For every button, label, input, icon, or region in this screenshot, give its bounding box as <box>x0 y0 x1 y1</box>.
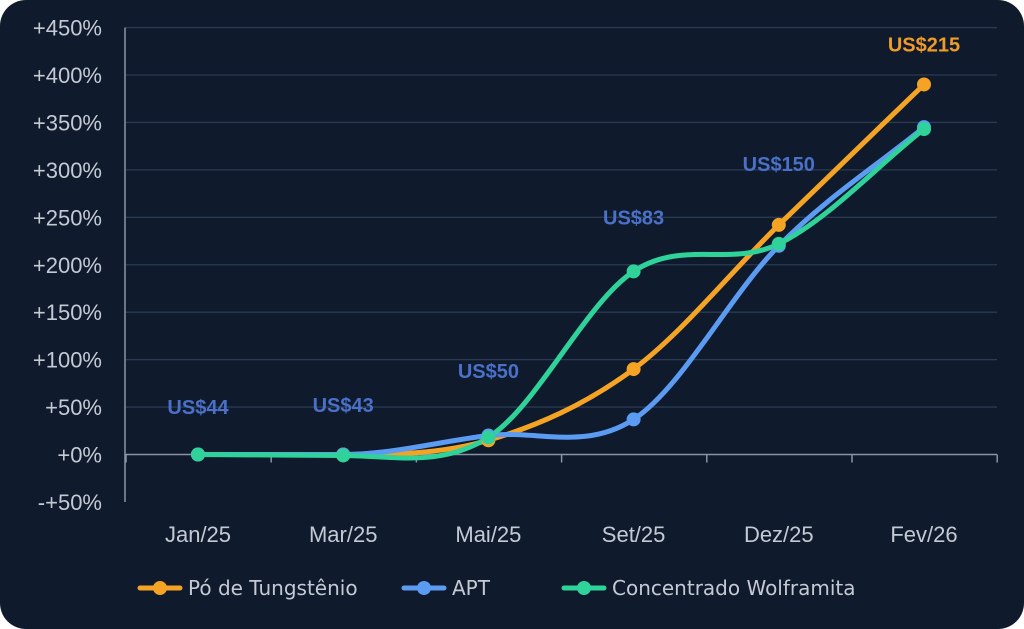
x-axis-tick-labels: Jan/25 Mar/25 Mai/25 Set/25 Dez/25 Fev/26 <box>165 522 958 547</box>
y-tick-label: +250% <box>33 205 102 230</box>
y-tick-label: +50% <box>45 395 102 420</box>
y-tick-label: +150% <box>33 300 102 325</box>
x-tick-label: Mar/25 <box>309 522 377 547</box>
legend-swatch-marker <box>153 581 167 595</box>
y-axis-tick-labels: -+50% +0% +50% +100% +150% +200% +250% +300% +35… <box>33 16 102 515</box>
y-tick-label: +300% <box>33 158 102 183</box>
price-annotation: US$44 <box>167 397 229 419</box>
series-line-concentrado-wolframita <box>195 126 927 461</box>
y-tick-label: +100% <box>33 348 102 373</box>
x-tick-label: Jan/25 <box>165 522 231 547</box>
data-point-po-de-tungstenio <box>771 217 786 232</box>
data-point-concentrado-wolframita <box>336 448 351 463</box>
data-point-concentrado-wolframita <box>626 264 641 279</box>
data-point-concentrado-wolframita <box>917 122 931 137</box>
legend-label: APT <box>452 576 491 600</box>
price-annotation: US$215 <box>888 35 960 57</box>
price-annotation: US$150 <box>743 154 815 176</box>
y-tick-label: +400% <box>33 63 102 88</box>
data-point-po-de-tungstenio <box>917 77 931 92</box>
y-tick-label: +0% <box>57 443 102 468</box>
legend-swatch-marker <box>417 581 431 595</box>
data-point-concentrado-wolframita <box>191 447 205 462</box>
price-annotation: US$50 <box>458 361 519 383</box>
y-tick-label: -+50% <box>38 490 102 515</box>
x-tick-label: Fev/26 <box>890 522 957 547</box>
y-tick-label: +200% <box>33 253 102 278</box>
legend: Pó de Tungstênio APT Concentrado Wolframit… <box>137 576 856 600</box>
x-tick-label: Mai/25 <box>455 522 521 547</box>
x-tick-label: Set/25 <box>602 522 666 547</box>
y-tick-label: +450% <box>33 16 102 41</box>
series-points <box>191 77 931 463</box>
series-line-apt <box>195 124 927 458</box>
gridlines <box>125 26 997 408</box>
price-annotation: US$43 <box>313 395 374 417</box>
series-lines <box>195 81 927 461</box>
data-point-concentrado-wolframita <box>771 236 786 251</box>
legend-label: Pó de Tungstênio <box>188 576 358 600</box>
series-line-po-de-tungstenio <box>195 81 927 458</box>
legend-label: Concentrado Wolframita <box>612 576 856 600</box>
x-tick-label: Dez/25 <box>744 522 814 547</box>
legend-swatch-marker <box>577 581 591 595</box>
data-point-po-de-tungstenio <box>626 362 641 377</box>
price-annotation: US$83 <box>603 207 664 229</box>
price-annotations: US$44 US$43 US$50 US$83 US$150 US$215 <box>167 35 960 419</box>
y-tick-label: +350% <box>33 110 102 135</box>
data-point-apt <box>626 412 641 427</box>
data-point-concentrado-wolframita <box>481 430 496 445</box>
